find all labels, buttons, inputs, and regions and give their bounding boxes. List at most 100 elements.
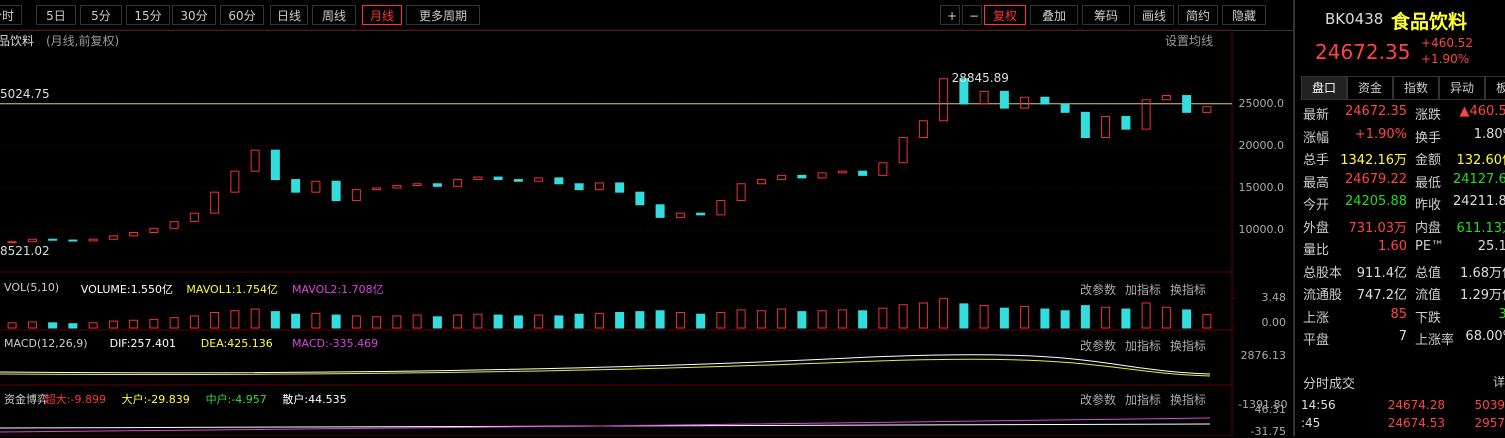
panel-button[interactable]: 换指标 bbox=[1170, 283, 1207, 297]
panel-label: 中户:-4.957 bbox=[205, 393, 267, 406]
panel-button[interactable]: 改参数 bbox=[1080, 283, 1117, 297]
candle bbox=[837, 170, 847, 174]
volume-bar bbox=[1020, 305, 1030, 329]
volume-bar bbox=[554, 315, 564, 329]
field-label: 下跌 bbox=[1415, 310, 1442, 326]
panel-button[interactable]: 改参数 bbox=[1080, 393, 1117, 407]
volume-bar bbox=[351, 315, 361, 329]
candle bbox=[1161, 95, 1171, 101]
volume-bar bbox=[736, 309, 746, 329]
field-value: 68.00% bbox=[1465, 329, 1505, 344]
tab[interactable]: 资金 bbox=[1347, 76, 1393, 100]
volume-bar bbox=[777, 308, 787, 329]
y-tick-label: 10000.0 bbox=[1239, 223, 1285, 236]
tool-button[interactable]: 画线 bbox=[1134, 5, 1174, 25]
candle bbox=[594, 182, 604, 191]
tool-button[interactable]: 筹码 bbox=[1082, 5, 1130, 25]
field-value: ▲460.52 bbox=[1459, 104, 1505, 119]
macd-dif bbox=[0, 354, 1211, 375]
candle bbox=[250, 149, 260, 172]
candle bbox=[291, 179, 301, 193]
panel-label: VOL(5,10) bbox=[4, 281, 60, 294]
candle bbox=[1202, 106, 1212, 113]
tool-button[interactable]: 叠加 bbox=[1030, 5, 1078, 25]
period-button[interactable]: 更多周期 bbox=[406, 5, 480, 25]
candle bbox=[48, 238, 58, 241]
panel-axis-label: 2876.13 bbox=[1240, 349, 1287, 362]
panel-label: DIF:257.401 bbox=[109, 337, 176, 350]
tab[interactable]: 板块 bbox=[1485, 76, 1505, 100]
candle bbox=[230, 170, 240, 193]
volume-bar bbox=[635, 311, 645, 329]
volume-bar bbox=[372, 316, 382, 329]
field-label: 最高 bbox=[1303, 175, 1330, 191]
field-label: 昨收 bbox=[1415, 198, 1442, 213]
field-label: 最新 bbox=[1303, 108, 1330, 123]
volume-bar bbox=[817, 310, 827, 329]
trade-more[interactable]: 详 bbox=[1493, 375, 1505, 389]
field-label: 总手 bbox=[1303, 153, 1330, 168]
panel-label: MAVOL2:1.708亿 bbox=[292, 283, 384, 296]
volume-bar bbox=[1161, 306, 1171, 329]
reference-label: 5024.75 bbox=[0, 86, 50, 101]
volume-bar bbox=[129, 319, 139, 329]
panel-button[interactable]: 换指标 bbox=[1170, 393, 1207, 407]
volume-bar bbox=[149, 318, 159, 329]
tab[interactable]: 盘口 bbox=[1301, 76, 1347, 100]
volume-bar bbox=[48, 322, 58, 329]
panel-button[interactable]: 改参数 bbox=[1080, 339, 1117, 353]
volume-bar bbox=[1080, 305, 1090, 329]
volume-bar bbox=[169, 317, 179, 329]
price: 24672.35 bbox=[1315, 40, 1411, 64]
volume-bar bbox=[250, 308, 260, 329]
tool-button[interactable]: + bbox=[940, 5, 960, 25]
candle bbox=[432, 183, 442, 187]
panel-button[interactable]: 加指标 bbox=[1125, 283, 1162, 297]
tab[interactable]: 异动 bbox=[1439, 76, 1485, 100]
panel-label: 超大:-9.899 bbox=[44, 393, 106, 406]
candle bbox=[1080, 111, 1090, 139]
tab[interactable]: 指数 bbox=[1393, 76, 1439, 100]
period-button[interactable]: 5日 bbox=[36, 5, 76, 25]
candle bbox=[615, 182, 625, 193]
candle bbox=[493, 176, 503, 181]
tool-button[interactable]: − bbox=[962, 5, 982, 25]
panel-button[interactable]: 换指标 bbox=[1170, 339, 1207, 353]
candle bbox=[210, 191, 220, 214]
tool-button[interactable]: 隐藏 bbox=[1222, 5, 1266, 25]
period-button[interactable]: 日线 bbox=[270, 5, 308, 25]
volume-bar bbox=[392, 315, 402, 329]
panel-button[interactable]: 加指标 bbox=[1125, 393, 1162, 407]
ma-setting[interactable]: 设置均线 bbox=[1165, 34, 1214, 48]
tool-button[interactable]: 复权 bbox=[984, 5, 1026, 25]
period-button[interactable]: 分时 bbox=[0, 5, 22, 25]
trade-cell: 24674.28 bbox=[1387, 398, 1445, 412]
panel-label: 资金博弈 bbox=[4, 393, 48, 406]
volume-bar bbox=[270, 311, 280, 329]
volume-bar bbox=[918, 302, 928, 329]
field-value: 25.17 bbox=[1477, 239, 1505, 254]
candle bbox=[392, 184, 402, 189]
period-button[interactable]: 月线 bbox=[362, 5, 402, 25]
volume-bar bbox=[7, 322, 17, 329]
field-label: 换手 bbox=[1415, 130, 1442, 146]
volume-bar bbox=[108, 320, 118, 329]
period-button[interactable]: 周线 bbox=[312, 5, 356, 25]
candle bbox=[169, 221, 179, 229]
trade-cell: 14:56 bbox=[1301, 398, 1336, 412]
panel-button[interactable]: 加指标 bbox=[1125, 339, 1162, 353]
field-value: 24127.69 bbox=[1452, 171, 1505, 187]
field-value: 1.29万亿 bbox=[1460, 288, 1505, 303]
period-button[interactable]: 60分钟 bbox=[220, 5, 264, 30]
tool-button[interactable]: 简约 bbox=[1178, 5, 1218, 25]
volume-bar bbox=[1182, 309, 1192, 329]
candle bbox=[534, 177, 544, 182]
candle bbox=[68, 239, 78, 242]
volume-bar bbox=[291, 313, 301, 329]
volume-bar bbox=[473, 313, 483, 329]
candle bbox=[777, 174, 787, 181]
volume-bar bbox=[27, 321, 37, 329]
candle bbox=[149, 227, 159, 234]
volume-bar bbox=[68, 323, 78, 329]
period-button[interactable]: 30分钟 bbox=[172, 5, 216, 30]
